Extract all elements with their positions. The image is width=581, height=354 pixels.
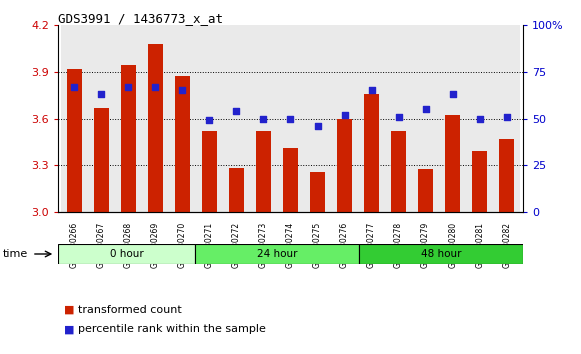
- Text: GDS3991 / 1436773_x_at: GDS3991 / 1436773_x_at: [58, 12, 223, 25]
- Bar: [148, 44, 163, 212]
- Bar: [337, 119, 352, 212]
- Bar: [58, 244, 195, 264]
- Bar: [331, 25, 358, 212]
- Point: [178, 88, 187, 93]
- Point: [448, 91, 457, 97]
- Bar: [310, 172, 325, 212]
- Point: [313, 123, 322, 129]
- Bar: [202, 131, 217, 212]
- Bar: [418, 170, 433, 212]
- Point: [232, 108, 241, 114]
- Point: [475, 116, 485, 121]
- Bar: [499, 139, 514, 212]
- Text: ■: ■: [64, 324, 74, 334]
- Bar: [94, 108, 109, 212]
- Point: [150, 84, 160, 90]
- Bar: [229, 168, 244, 212]
- Bar: [142, 25, 169, 212]
- Bar: [250, 25, 277, 212]
- Bar: [472, 152, 487, 212]
- Point: [502, 114, 511, 120]
- Bar: [439, 25, 466, 212]
- Text: ■: ■: [64, 305, 74, 315]
- Bar: [223, 25, 250, 212]
- Bar: [391, 131, 406, 212]
- Text: 0 hour: 0 hour: [110, 249, 144, 259]
- Bar: [385, 25, 412, 212]
- Point: [96, 91, 106, 97]
- Point: [259, 116, 268, 121]
- Bar: [88, 25, 115, 212]
- Text: 48 hour: 48 hour: [421, 249, 461, 259]
- Point: [70, 84, 79, 90]
- Bar: [67, 69, 82, 212]
- Point: [286, 116, 295, 121]
- Bar: [359, 244, 523, 264]
- Bar: [304, 25, 331, 212]
- Bar: [466, 25, 493, 212]
- Bar: [493, 25, 520, 212]
- Point: [205, 118, 214, 123]
- Bar: [121, 65, 136, 212]
- Text: time: time: [3, 249, 28, 259]
- Bar: [256, 131, 271, 212]
- Bar: [412, 25, 439, 212]
- Bar: [283, 148, 298, 212]
- Point: [340, 112, 349, 118]
- Point: [421, 107, 431, 112]
- Text: transformed count: transformed count: [78, 305, 182, 315]
- Point: [394, 114, 403, 120]
- Bar: [358, 25, 385, 212]
- Bar: [169, 25, 196, 212]
- Point: [124, 84, 133, 90]
- Bar: [445, 115, 460, 212]
- Bar: [115, 25, 142, 212]
- Bar: [195, 244, 359, 264]
- Point: [367, 88, 376, 93]
- Bar: [61, 25, 88, 212]
- Bar: [364, 93, 379, 212]
- Bar: [277, 25, 304, 212]
- Text: percentile rank within the sample: percentile rank within the sample: [78, 324, 266, 334]
- Text: 24 hour: 24 hour: [257, 249, 297, 259]
- Bar: [196, 25, 223, 212]
- Bar: [175, 76, 190, 212]
